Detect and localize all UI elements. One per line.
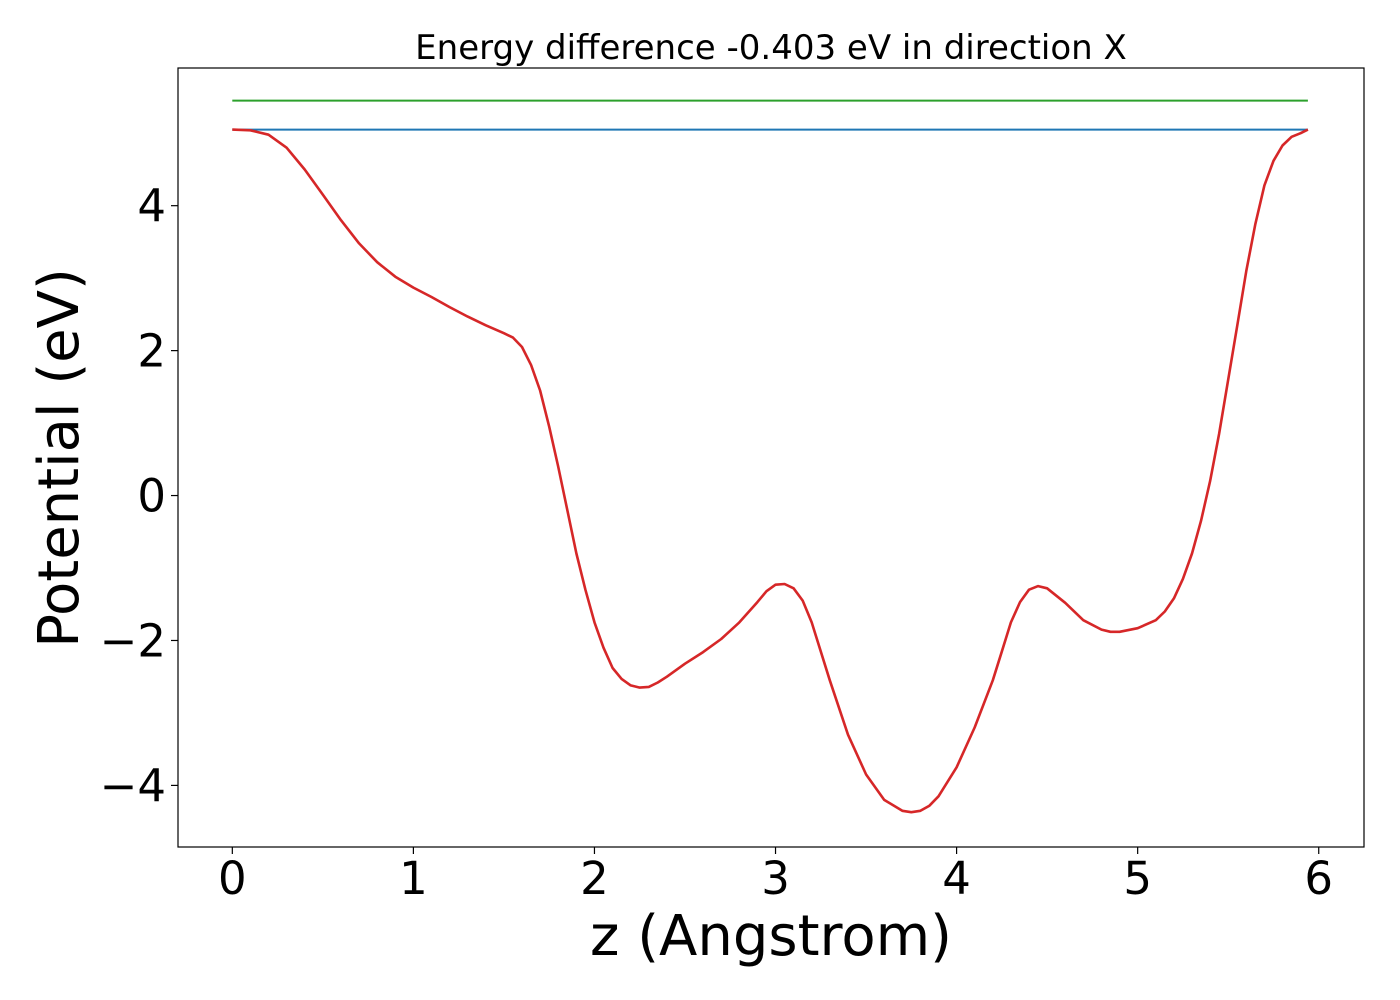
y-axis: −4 −2 0 2 4 [100, 180, 178, 812]
y-axis-label: Potential (eV) [27, 268, 92, 648]
x-tick-label: 4 [942, 852, 971, 905]
x-tick-label: 1 [399, 852, 428, 905]
y-tick-label: 0 [137, 470, 166, 523]
x-tick-label: 0 [218, 852, 247, 905]
y-tick-label: −2 [100, 614, 166, 667]
x-tick-label: 3 [761, 852, 790, 905]
x-tick-label: 5 [1123, 852, 1152, 905]
x-tick-label: 2 [580, 852, 609, 905]
chart-title: Energy difference -0.403 eV in direction… [415, 28, 1127, 68]
x-tick-label: 6 [1304, 852, 1333, 905]
plot-lines [232, 99, 1309, 814]
y-tick-label: 2 [137, 325, 166, 378]
x-axis-label: z (Angstrom) [590, 904, 952, 969]
x-axis: 0 1 2 3 4 5 6 [218, 847, 1333, 905]
y-tick-label: −4 [100, 759, 166, 812]
plot-frame [177, 67, 1365, 848]
series-line-2 [232, 128, 1309, 814]
y-tick-label: 4 [137, 180, 166, 233]
